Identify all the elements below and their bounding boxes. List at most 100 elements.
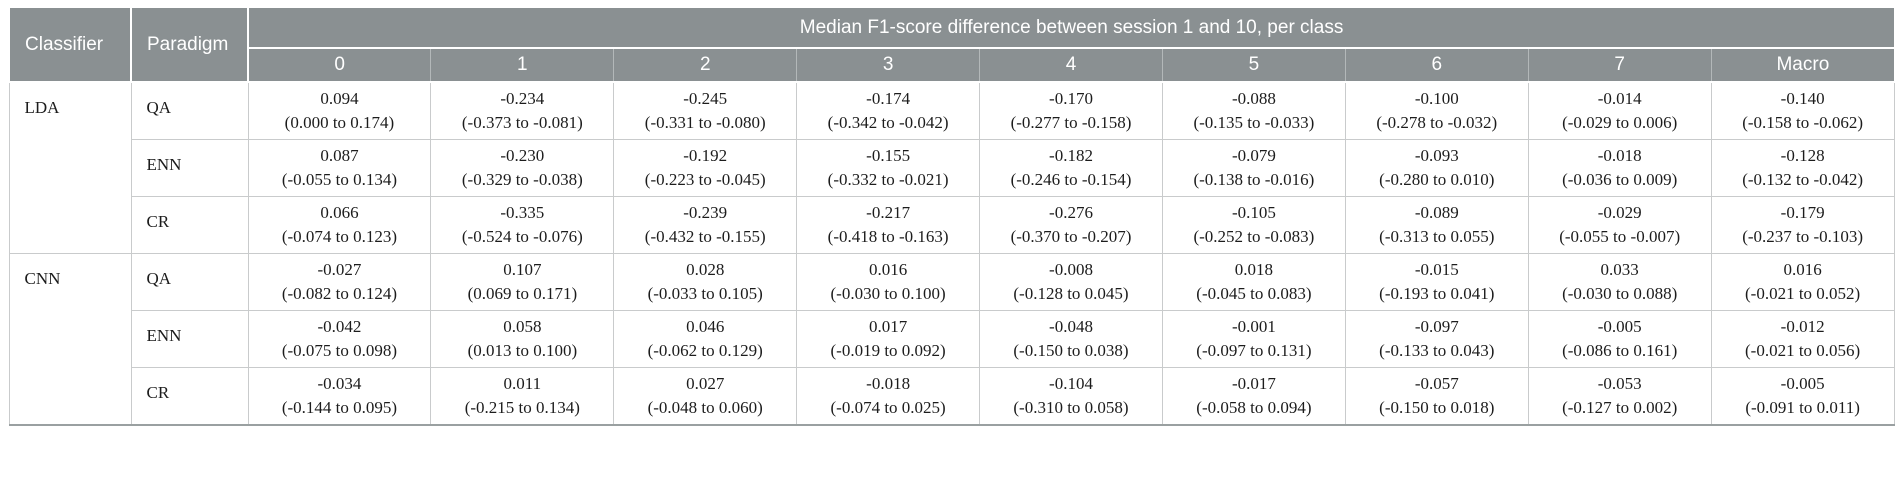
paper-table: Classifier Paradigm Median F1-score diff… bbox=[8, 8, 1895, 426]
data-cell: -0.018 (-0.074 to 0.025) bbox=[796, 367, 981, 426]
data-cell: 0.017 (-0.019 to 0.092) bbox=[796, 310, 981, 368]
cell-confidence-interval: (-0.331 to -0.080) bbox=[644, 113, 766, 132]
data-cell: 0.028 (-0.033 to 0.105) bbox=[613, 253, 798, 311]
data-cell: -0.053 (-0.127 to 0.002) bbox=[1527, 367, 1712, 426]
cell-confidence-interval: (-0.524 to -0.076) bbox=[461, 227, 583, 246]
data-cell: 0.094 (0.000 to 0.174) bbox=[247, 81, 432, 140]
cell-confidence-interval: (-0.030 to 0.088) bbox=[1562, 284, 1678, 303]
classifier-column-header: Classifier bbox=[8, 8, 131, 83]
cell-median-value: -0.182 bbox=[1049, 146, 1093, 165]
paradigm-cell: ENN bbox=[130, 310, 249, 368]
cell-median-value: 0.046 bbox=[686, 317, 725, 336]
cell-median-value: -0.105 bbox=[1231, 203, 1276, 222]
cell-median-value: -0.001 bbox=[1231, 317, 1276, 336]
cell-median-value: -0.093 bbox=[1414, 146, 1459, 165]
cell-median-value: -0.239 bbox=[683, 203, 728, 222]
cell-confidence-interval: (-0.019 to 0.092) bbox=[830, 341, 946, 360]
class-header-row: 0 1 2 3 4 5 6 7 Macro bbox=[9, 47, 1895, 83]
cell-median-value: 0.016 bbox=[1783, 260, 1822, 279]
cell-median-value: -0.128 bbox=[1780, 146, 1825, 165]
cell-confidence-interval: (-0.029 to 0.006) bbox=[1562, 113, 1678, 132]
data-cell: -0.155 (-0.332 to -0.021) bbox=[796, 139, 981, 197]
cell-median-value: 0.027 bbox=[686, 374, 725, 393]
cell-median-value: -0.018 bbox=[866, 374, 911, 393]
cell-median-value: 0.017 bbox=[868, 317, 908, 336]
table-body: LDA QA 0.094 (0.000 to 0.174) -0.234 (-0.373 … bbox=[8, 81, 1895, 426]
cell-confidence-interval: (-0.055 to -0.007) bbox=[1559, 227, 1681, 246]
cell-median-value: -0.230 bbox=[500, 146, 545, 165]
cell-confidence-interval: (-0.373 to -0.081) bbox=[461, 113, 583, 132]
cell-median-value: -0.008 bbox=[1049, 260, 1093, 279]
cell-median-value: -0.005 bbox=[1780, 374, 1825, 393]
cell-confidence-interval: (-0.075 to 0.098) bbox=[281, 341, 398, 360]
cell-median-value: -0.088 bbox=[1231, 89, 1276, 108]
cell-confidence-interval: (-0.074 to 0.123) bbox=[281, 227, 398, 246]
cell-confidence-interval: (-0.082 to 0.124) bbox=[281, 284, 398, 303]
class-column-header: Macro bbox=[1710, 47, 1895, 83]
cell-confidence-interval: (-0.432 to -0.155) bbox=[644, 227, 766, 246]
data-cell: -0.034 (-0.144 to 0.095) bbox=[247, 367, 432, 426]
cell-median-value: -0.029 bbox=[1597, 203, 1642, 222]
data-cell: -0.001 (-0.097 to 0.131) bbox=[1161, 310, 1346, 368]
data-cell: -0.048 (-0.150 to 0.038) bbox=[979, 310, 1163, 368]
cell-median-value: -0.104 bbox=[1049, 374, 1093, 393]
classifier-cell: LDA bbox=[8, 81, 132, 254]
class-column-header: 7 bbox=[1527, 47, 1712, 83]
cell-median-value: -0.012 bbox=[1780, 317, 1825, 336]
data-cell: 0.046 (-0.062 to 0.129) bbox=[613, 310, 798, 368]
cell-confidence-interval: (-0.097 to 0.131) bbox=[1196, 341, 1312, 360]
table-row: LDA QA 0.094 (0.000 to 0.174) -0.234 (-0.373 … bbox=[8, 81, 1895, 254]
cell-confidence-interval: (-0.127 to 0.002) bbox=[1562, 398, 1678, 417]
table-row: ENN -0.042 (-0.075 to 0.098) 0.058 (0.013 to… bbox=[9, 310, 1895, 368]
data-cell: -0.182 (-0.246 to -0.154) bbox=[979, 139, 1163, 197]
data-cell: -0.097 (-0.133 to 0.043) bbox=[1344, 310, 1529, 368]
data-cell: 0.033 (-0.030 to 0.088) bbox=[1527, 253, 1712, 311]
cell-confidence-interval: (-0.021 to 0.056) bbox=[1745, 341, 1861, 360]
data-cell: -0.192 (-0.223 to -0.045) bbox=[613, 139, 798, 197]
paradigm-cell: ENN bbox=[130, 139, 249, 197]
cell-median-value: 0.028 bbox=[686, 260, 725, 279]
table-row: CR -0.034 (-0.144 to 0.095) 0.011 (-0.215 to… bbox=[9, 367, 1895, 426]
cell-median-value: -0.276 bbox=[1049, 203, 1093, 222]
cell-median-value: 0.087 bbox=[320, 146, 359, 165]
cell-confidence-interval: (-0.370 to -0.207) bbox=[1010, 227, 1132, 246]
data-cell: -0.027 (-0.082 to 0.124) bbox=[247, 253, 432, 311]
data-cell: -0.217 (-0.418 to -0.163) bbox=[796, 196, 981, 254]
data-cell: 0.066 (-0.074 to 0.123) bbox=[247, 196, 432, 254]
cell-confidence-interval: (0.013 to 0.100) bbox=[467, 341, 578, 360]
cell-confidence-interval: (-0.030 to 0.100) bbox=[830, 284, 946, 303]
cell-confidence-interval: (-0.045 to 0.083) bbox=[1196, 284, 1312, 303]
cell-confidence-interval: (-0.150 to 0.038) bbox=[1013, 341, 1129, 360]
paradigm-cell: CR bbox=[130, 196, 249, 254]
classifier-cell: CNN bbox=[8, 253, 132, 426]
data-cell: -0.179 (-0.237 to -0.103) bbox=[1710, 196, 1895, 254]
data-cell: -0.093 (-0.280 to 0.010) bbox=[1344, 139, 1529, 197]
cell-median-value: -0.174 bbox=[866, 89, 911, 108]
data-cell: -0.105 (-0.252 to -0.083) bbox=[1161, 196, 1346, 254]
cell-confidence-interval: (-0.144 to 0.095) bbox=[281, 398, 398, 417]
cell-confidence-interval: (-0.033 to 0.105) bbox=[647, 284, 763, 303]
cell-confidence-interval: (-0.246 to -0.154) bbox=[1010, 170, 1132, 189]
data-cell: -0.029 (-0.055 to -0.007) bbox=[1527, 196, 1712, 254]
data-cell: -0.017 (-0.058 to 0.094) bbox=[1161, 367, 1346, 426]
span-title-header: Median F1-score difference between sessi… bbox=[246, 8, 1895, 49]
cell-confidence-interval: (-0.133 to 0.043) bbox=[1379, 341, 1495, 360]
cell-confidence-interval: (-0.132 to -0.042) bbox=[1742, 170, 1864, 189]
data-cell: -0.239 (-0.432 to -0.155) bbox=[613, 196, 798, 254]
data-cell: 0.058 (0.013 to 0.100) bbox=[430, 310, 615, 368]
results-table-container: Classifier Paradigm Median F1-score diff… bbox=[8, 8, 1895, 426]
class-column-header: 4 bbox=[979, 47, 1163, 83]
data-cell: 0.016 (-0.021 to 0.052) bbox=[1710, 253, 1895, 311]
data-cell: -0.245 (-0.331 to -0.080) bbox=[613, 81, 798, 140]
cell-median-value: 0.058 bbox=[503, 317, 542, 336]
data-cell: -0.100 (-0.278 to -0.032) bbox=[1344, 81, 1529, 140]
cell-confidence-interval: (-0.310 to 0.058) bbox=[1013, 398, 1129, 417]
cell-median-value: 0.011 bbox=[503, 374, 542, 393]
data-cell: -0.170 (-0.277 to -0.158) bbox=[979, 81, 1163, 140]
cell-median-value: -0.017 bbox=[1231, 374, 1276, 393]
data-cell: -0.057 (-0.150 to 0.018) bbox=[1344, 367, 1529, 426]
cell-confidence-interval: (-0.091 to 0.011) bbox=[1745, 398, 1860, 417]
cell-median-value: -0.057 bbox=[1414, 374, 1459, 393]
cell-confidence-interval: (-0.277 to -0.158) bbox=[1010, 113, 1132, 132]
cell-median-value: -0.140 bbox=[1780, 89, 1825, 108]
